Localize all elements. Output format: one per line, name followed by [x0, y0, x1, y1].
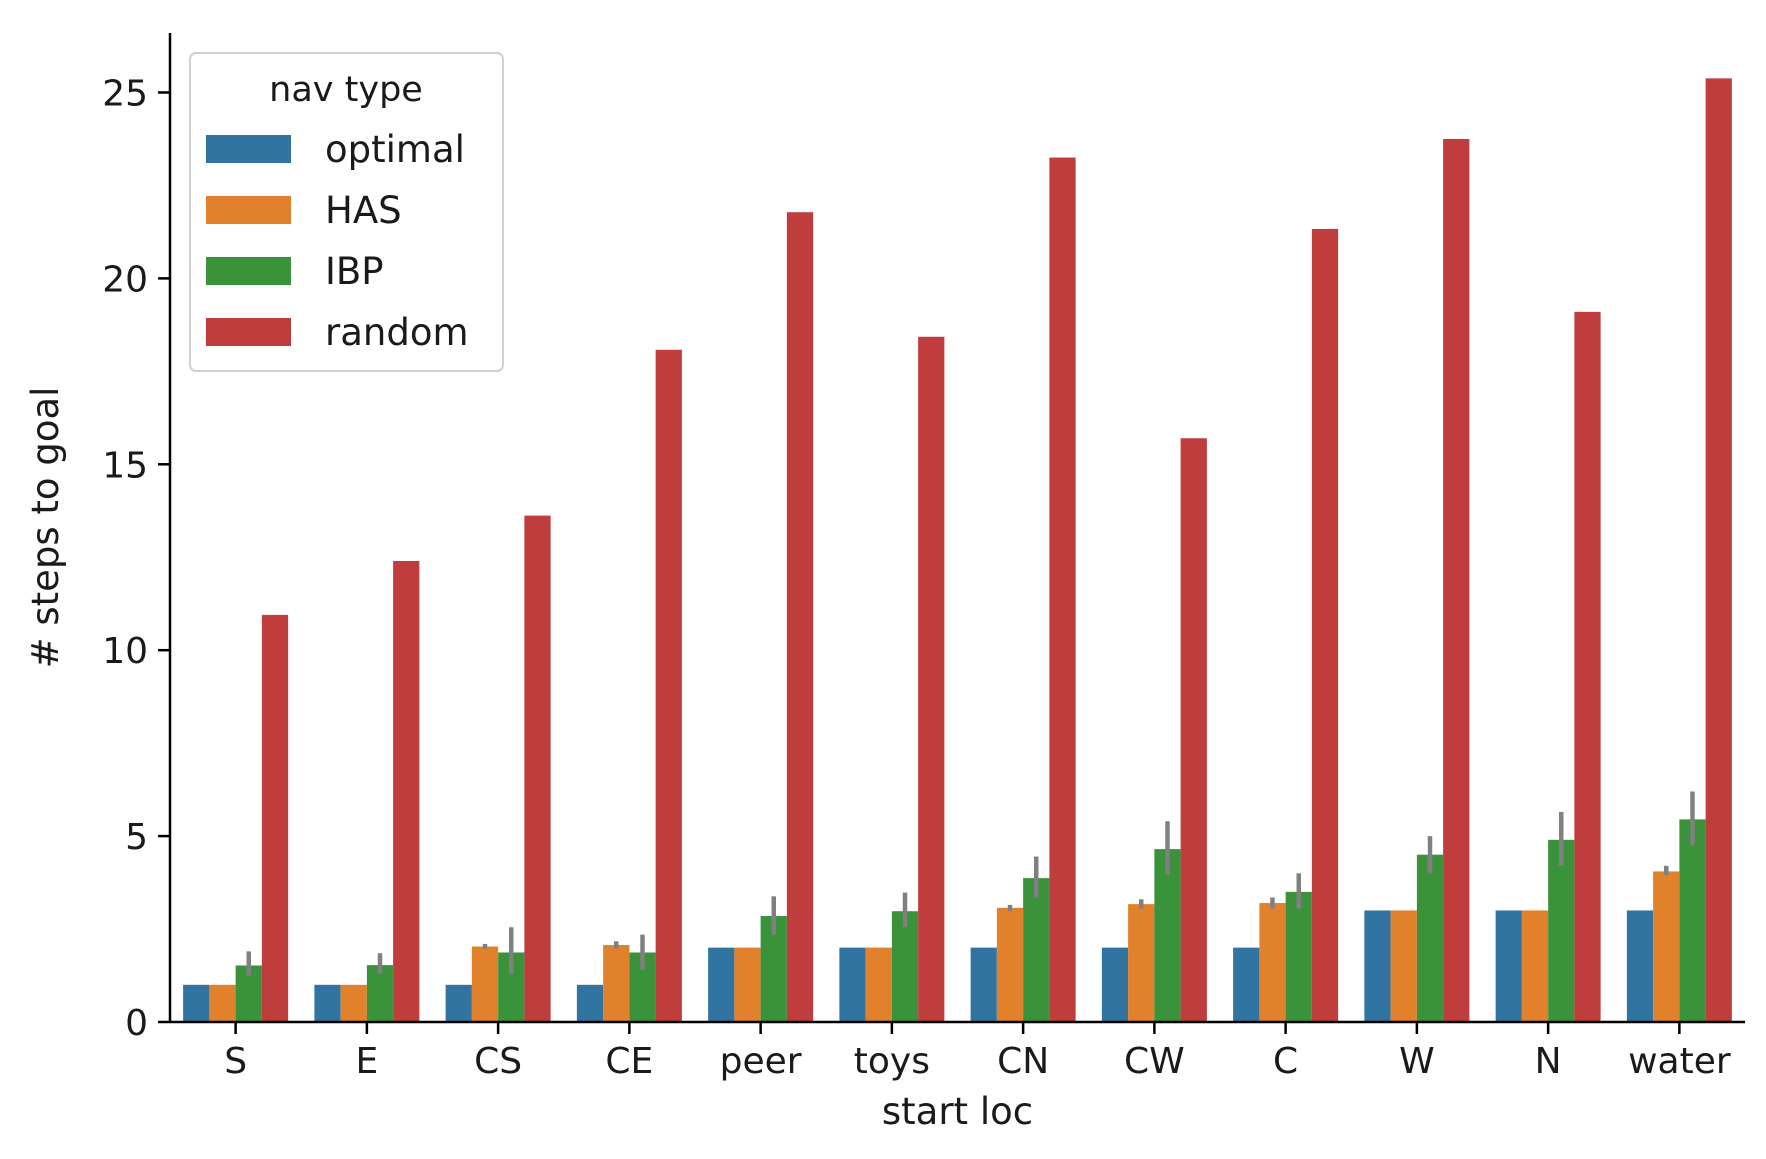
- legend-label-HAS: HAS: [325, 189, 402, 232]
- bar-optimal-E: [314, 984, 341, 1022]
- bar-IBP-CN: [1023, 878, 1050, 1022]
- bar-random-CE: [655, 349, 682, 1022]
- legend-swatch-optimal: [206, 135, 291, 163]
- bar-HAS-CE: [603, 945, 630, 1022]
- bar-IBP-toys: [891, 911, 919, 1022]
- x-axis-label: start loc: [882, 1090, 1033, 1133]
- bar-random-toys: [918, 336, 945, 1022]
- bar-HAS-toys: [865, 947, 892, 1022]
- bar-HAS-CW: [1128, 904, 1155, 1022]
- bar-random-CS: [524, 515, 551, 1022]
- legend-swatch-random: [206, 318, 291, 346]
- legend-swatch-IBP: [206, 257, 291, 285]
- x-tick-label: CW: [1124, 1041, 1185, 1082]
- bar-optimal-S: [183, 984, 210, 1022]
- bar-optimal-CE: [576, 984, 604, 1022]
- bars-layer: [183, 78, 1732, 1022]
- bar-optimal-CN: [970, 947, 997, 1022]
- bar-random-CW: [1180, 438, 1207, 1022]
- legend-swatch-HAS: [206, 196, 291, 224]
- bar-optimal-W: [1364, 910, 1391, 1022]
- x-tick-label: S: [224, 1041, 247, 1082]
- y-tick-label: 10: [102, 631, 148, 672]
- bar-random-S: [261, 614, 289, 1022]
- bar-optimal-N: [1495, 910, 1522, 1022]
- bar-random-CN: [1049, 157, 1076, 1022]
- y-tick-label: 15: [102, 445, 148, 486]
- x-tick-label: CS: [474, 1041, 522, 1082]
- y-tick-label: 5: [125, 817, 148, 858]
- bar-optimal-toys: [839, 947, 866, 1022]
- x-tick-label: toys: [854, 1041, 930, 1082]
- bar-HAS-CN: [996, 907, 1024, 1022]
- bar-IBP-W: [1416, 854, 1444, 1022]
- bar-HAS-E: [340, 984, 367, 1022]
- bar-HAS-N: [1521, 910, 1549, 1022]
- x-tick-label: water: [1628, 1041, 1731, 1082]
- y-axis-label: # steps to goal: [24, 387, 67, 669]
- bar-random-water: [1705, 78, 1732, 1022]
- bar-IBP-E: [366, 965, 394, 1022]
- x-tick-label: CN: [997, 1041, 1049, 1082]
- bar-optimal-C: [1233, 947, 1260, 1022]
- legend-box: [189, 52, 504, 372]
- bar-HAS-water: [1653, 871, 1680, 1022]
- bar-random-peer: [786, 212, 814, 1022]
- y-tick-label: 25: [102, 73, 148, 114]
- bar-HAS-S: [209, 984, 236, 1022]
- y-tick-label: 0: [125, 1003, 148, 1044]
- y-axis-ticks: 0 5 10 15 20 25: [102, 73, 170, 1044]
- bar-IBP-C: [1285, 891, 1312, 1022]
- bar-random-N: [1574, 311, 1601, 1022]
- legend-label-IBP: IBP: [325, 250, 384, 293]
- bar-optimal-water: [1626, 910, 1654, 1022]
- legend-items: optimal HAS IBP random: [206, 128, 469, 354]
- legend-label-random: random: [325, 311, 469, 354]
- legend-title: nav type: [269, 70, 423, 110]
- x-tick-label: CE: [605, 1041, 653, 1082]
- bar-HAS-CS: [471, 946, 499, 1022]
- bar-random-E: [393, 560, 420, 1022]
- x-tick-label: W: [1399, 1041, 1435, 1082]
- x-tick-label: N: [1535, 1041, 1562, 1082]
- bar-IBP-CW: [1154, 849, 1181, 1022]
- bar-HAS-W: [1390, 910, 1417, 1022]
- legend-label-optimal: optimal: [325, 128, 465, 171]
- bar-optimal-peer: [708, 947, 735, 1022]
- legend: nav type optimal HAS IBP random: [189, 52, 504, 372]
- bar-IBP-N: [1548, 839, 1575, 1022]
- bar-optimal-CS: [445, 984, 472, 1022]
- x-tick-label: peer: [720, 1041, 802, 1082]
- bar-HAS-peer: [734, 947, 761, 1022]
- bar-IBP-water: [1679, 819, 1706, 1022]
- error-bars-layer: [246, 791, 1695, 976]
- bar-random-C: [1311, 228, 1339, 1022]
- x-tick-label: E: [356, 1041, 379, 1082]
- bar-optimal-CW: [1101, 947, 1129, 1022]
- x-tick-label: C: [1273, 1041, 1298, 1082]
- y-tick-label: 20: [102, 259, 148, 300]
- bar-random-W: [1443, 138, 1470, 1022]
- bar-HAS-C: [1259, 903, 1286, 1022]
